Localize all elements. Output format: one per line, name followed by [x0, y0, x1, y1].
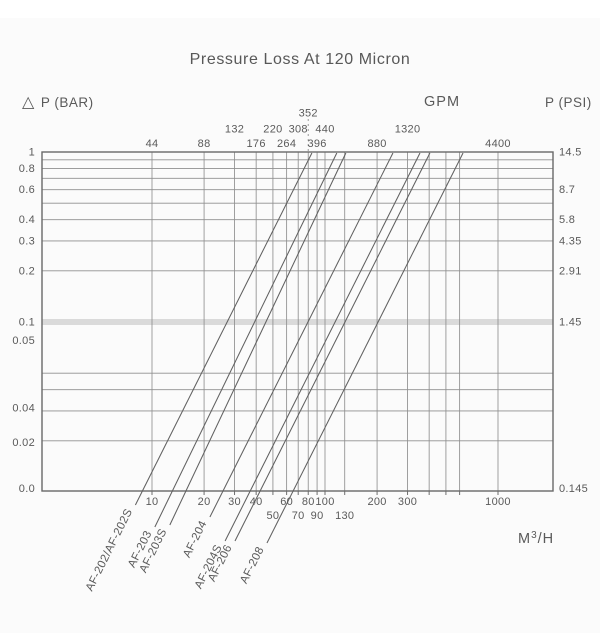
- x-top-tick-label: 396: [307, 138, 326, 150]
- x-bottom-tick-label: 10: [146, 496, 159, 508]
- y-right-tick-label: 1.45: [559, 317, 582, 329]
- series-label: AF-202/AF-202S: [84, 507, 135, 593]
- x-top-tick-label: 264: [277, 138, 296, 150]
- x-top-tick-label: 308: [289, 124, 308, 136]
- x-top-tick-label: 176: [247, 138, 266, 150]
- x-bottom-tick-label: 100: [315, 496, 334, 508]
- x-top-tick-label: 88: [198, 138, 211, 150]
- y-left-tick-label: 1: [29, 147, 35, 159]
- x-top-axis-header: GPM: [424, 94, 460, 110]
- x-top-tick-label: 352: [299, 108, 318, 120]
- chart-title: Pressure Loss At 120 Micron: [189, 51, 411, 68]
- x-bottom-tick-label: 130: [335, 510, 354, 522]
- x-bottom-tick-label: 30: [228, 496, 241, 508]
- x-top-tick-label: 220: [263, 124, 282, 136]
- y-left-tick-label: 0.1: [19, 317, 35, 329]
- y-left-tick-label: 0.6: [19, 184, 35, 196]
- x-top-tick-label: 880: [367, 138, 386, 150]
- y-right-tick-label: 5.8: [559, 214, 575, 226]
- series-line: [209, 152, 394, 518]
- y-right-tick-label: 14.5: [559, 147, 582, 159]
- x-bottom-tick-label: 60: [280, 496, 293, 508]
- plot-border: [41, 151, 554, 492]
- y-left-tick-label: 0.3: [19, 235, 35, 247]
- x-top-tick-label: 440: [315, 124, 334, 136]
- x-bottom-tick-label: 90: [311, 510, 324, 522]
- y-right-tick-label: 0.145: [559, 483, 588, 495]
- y-right-tick-label: 4.35: [559, 235, 582, 247]
- series-line: [266, 152, 464, 544]
- series-line: [234, 152, 431, 542]
- x-top-tick-label: 4400: [485, 138, 511, 150]
- series-line: [224, 152, 421, 542]
- x-bottom-tick-label: 300: [398, 496, 417, 508]
- x-top-tick-label: 44: [146, 138, 159, 150]
- x-bottom-tick-label: 50: [266, 510, 279, 522]
- page-top-strip: [0, 0, 600, 18]
- x-bottom-axis-header: M3/H: [518, 530, 554, 547]
- series-line: [169, 152, 347, 526]
- x-bottom-tick-label: 1000: [485, 496, 511, 508]
- y-left-tick-label: 0.4: [19, 214, 35, 226]
- y-left-axis-header: △ P (BAR): [22, 94, 94, 111]
- y-left-tick-label: 0.05: [12, 335, 35, 347]
- y-left-tick-label: 0.0: [19, 483, 35, 495]
- y-right-axis-header: P (PSI): [545, 95, 592, 110]
- x-top-tick-label: 132: [225, 124, 244, 136]
- highlight-band: [42, 319, 553, 325]
- x-top-tick-label: 1320: [395, 124, 421, 136]
- y-left-tick-label: 0.02: [12, 437, 35, 449]
- y-left-tick-label: 0.04: [12, 402, 35, 414]
- y-right-tick-label: 8.7: [559, 184, 575, 196]
- x-bottom-tick-label: 200: [367, 496, 386, 508]
- y-left-tick-label: 0.8: [19, 163, 35, 175]
- x-bottom-tick-label: 40: [250, 496, 263, 508]
- y-left-tick-label: 0.2: [19, 265, 35, 277]
- x-bottom-tick-label: 80: [302, 496, 315, 508]
- series-line: [134, 152, 313, 506]
- y-right-tick-label: 2.91: [559, 265, 582, 277]
- x-bottom-tick-label: 70: [292, 510, 305, 522]
- series-label: AF-204: [181, 519, 210, 560]
- series-label: AF-208: [238, 545, 266, 586]
- x-bottom-tick-label: 20: [198, 496, 211, 508]
- series-line: [154, 152, 338, 528]
